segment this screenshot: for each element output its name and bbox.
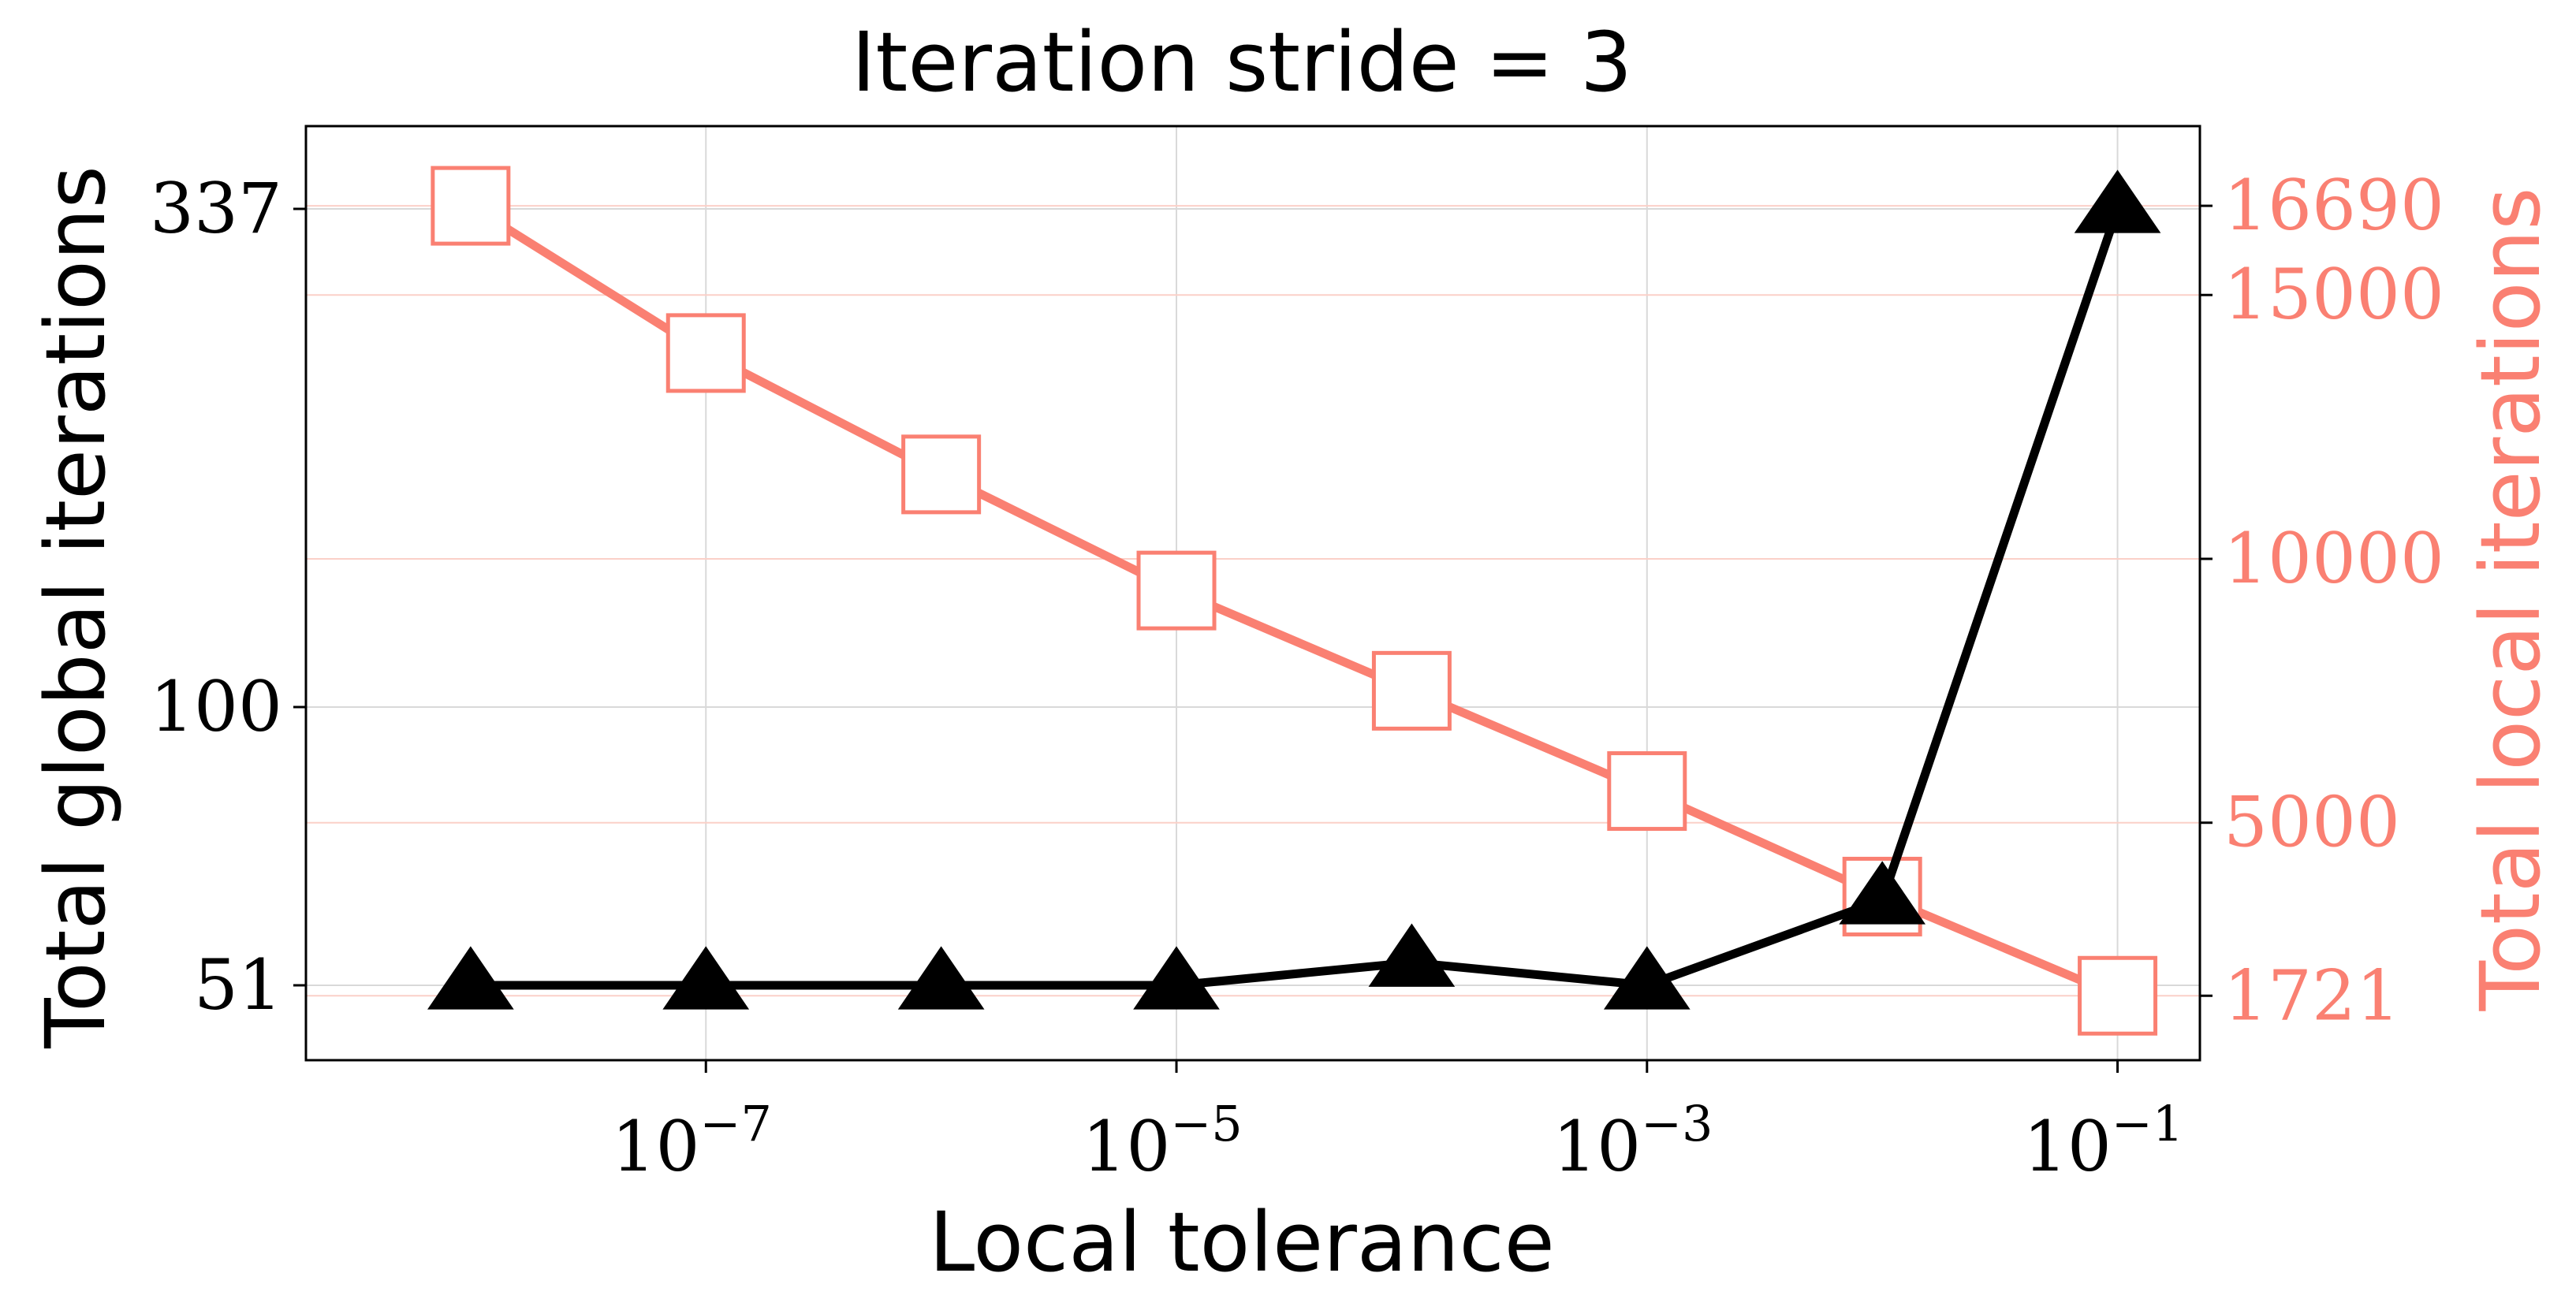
local-iterations-point [1136,550,1217,631]
global-iterations-point [1839,861,1926,925]
series-layer [427,166,2161,1036]
y-axis-left-label: Total global iterations [28,166,124,1049]
x-axis-label: Local tolerance [929,1194,1554,1290]
global-iterations-point [1133,946,1220,1010]
y-left-tick-label: 51 [194,944,282,1026]
x-tick-label: 10−1 [2023,1095,2183,1187]
x-tick-label: 10−7 [612,1095,772,1187]
global-iterations-point [427,946,514,1010]
y-right-tick-label: 16690 [2224,165,2444,246]
global-iterations-point [897,946,985,1010]
local-iterations-point [665,313,746,393]
grid [306,126,2200,1060]
local-iterations-point [2078,955,2158,1036]
global-iterations-point [1603,946,1691,1010]
global-iterations-point [1368,923,1456,987]
x-tick-label: 10−5 [1082,1095,1242,1187]
y-right-tick-label: 5000 [2224,782,2400,863]
local-iterations-point [1371,650,1452,731]
y-right-tick-label: 1721 [2224,955,2400,1036]
ticks: 10−7 10−5 10−3 10−1 51 100 337 1721 5000 10000 150… [150,165,2444,1187]
local-iterations-point [901,434,982,515]
y-right-tick-label: 10000 [2224,518,2444,599]
y-right-tick-label: 15000 [2224,254,2444,335]
local-iterations-point [1607,751,1687,832]
x-tick-label: 10−3 [1553,1095,1713,1187]
chart-title: Iteration stride = 3 [852,14,1632,110]
global-iterations-line [470,207,2122,990]
plot-frame [304,125,2201,1062]
global-iterations-point [662,946,750,1010]
y-axis-right-label: Total local iterations [2462,188,2559,1012]
global-iterations-point [2074,169,2161,233]
y-left-tick-label: 337 [150,168,282,249]
y-left-tick-label: 100 [150,666,282,747]
local-iterations-point [431,166,511,246]
